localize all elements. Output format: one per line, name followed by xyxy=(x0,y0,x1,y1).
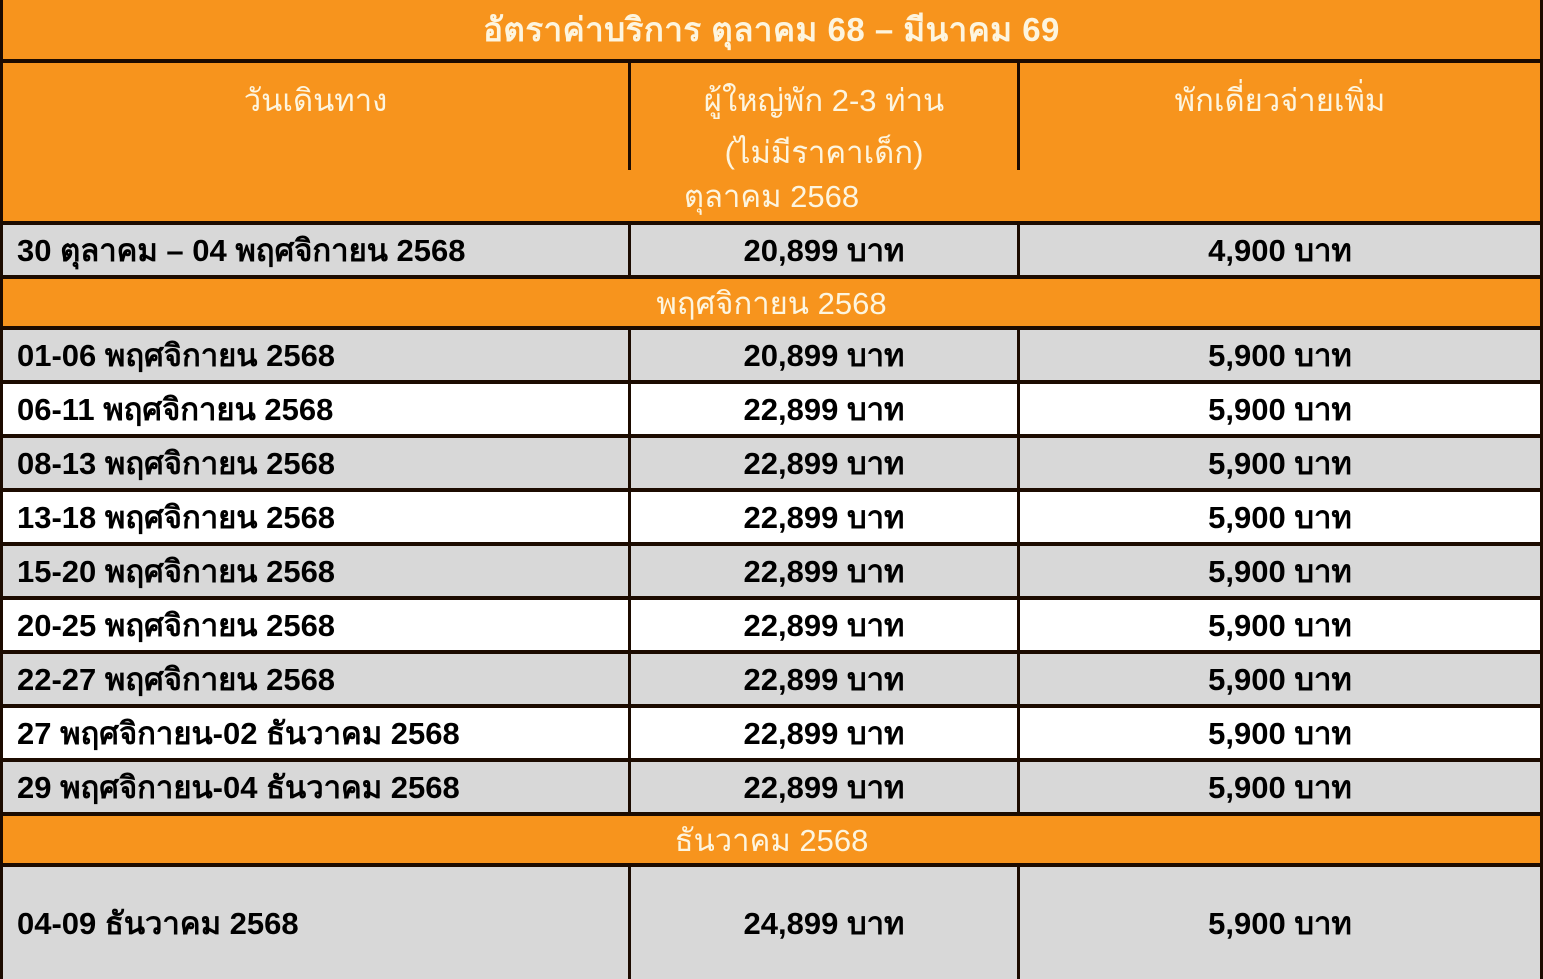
travel-date-cell: 04-09 ธันวาคม 2568 xyxy=(17,906,299,941)
table-row: 29 พฤศจิกายน-04 ธันวาคม 2568 22,899 บาท 5,… xyxy=(3,758,1540,812)
single-extra-cell: 5,900 บาท xyxy=(1017,867,1540,979)
adult-price-header-line2: (ไม่มีราคาเด็ก) xyxy=(724,135,924,170)
column-header-travel-date: วันเดินทาง xyxy=(3,63,628,175)
travel-date-cell: 27 พฤศจิกายน-02 ธันวาคม 2568 xyxy=(17,716,460,751)
table-row: 13-18 พฤศจิกายน 2568 22,899 บาท 5,900 บาท xyxy=(3,488,1540,542)
single-extra-cell: 4,900 บาท xyxy=(1017,225,1540,275)
single-extra-cell: 5,900 บาท xyxy=(1017,330,1540,380)
single-extra-cell: 5,900 บาท xyxy=(1017,384,1540,434)
table-row: 06-11 พฤศจิกายน 2568 22,899 บาท 5,900 บาท xyxy=(3,380,1540,434)
adult-price-cell: 22,899 บาท xyxy=(628,762,1017,812)
adult-price-cell: 22,899 บาท xyxy=(628,438,1017,488)
adult-price-cell: 22,899 บาท xyxy=(628,546,1017,596)
travel-date-cell: 08-13 พฤศจิกายน 2568 xyxy=(17,446,336,481)
travel-date-cell: 29 พฤศจิกายน-04 ธันวาคม 2568 xyxy=(17,770,460,805)
table-row: 08-13 พฤศจิกายน 2568 22,899 บาท 5,900 บาท xyxy=(3,434,1540,488)
travel-date-cell: 06-11 พฤศจิกายน 2568 xyxy=(17,392,334,427)
table-row: 20-25 พฤศจิกายน 2568 22,899 บาท 5,900 บาท xyxy=(3,596,1540,650)
adult-price-cell: 22,899 บาท xyxy=(628,600,1017,650)
travel-date-cell: 13-18 พฤศจิกายน 2568 xyxy=(17,500,336,535)
single-extra-cell: 5,900 บาท xyxy=(1017,492,1540,542)
travel-date-cell: 30 ตุลาคม – 04 พฤศจิกายน 2568 xyxy=(17,233,466,268)
travel-date-cell: 20-25 พฤศจิกายน 2568 xyxy=(17,608,336,643)
table-title-text: อัตราค่าบริการ ตุลาคม 68 – มีนาคม 69 xyxy=(483,11,1060,48)
travel-date-cell: 01-06 พฤศจิกายน 2568 xyxy=(17,338,336,373)
table-row: 27 พฤศจิกายน-02 ธันวาคม 2568 22,899 บาท 5,… xyxy=(3,704,1540,758)
table-row: 15-20 พฤศจิกายน 2568 22,899 บาท 5,900 บาท xyxy=(3,542,1540,596)
single-extra-cell: 5,900 บาท xyxy=(1017,600,1540,650)
adult-price-cell: 22,899 บาท xyxy=(628,708,1017,758)
travel-date-header-label: วันเดินทาง xyxy=(243,83,388,118)
travel-date-cell: 22-27 พฤศจิกายน 2568 xyxy=(17,662,336,697)
single-extra-cell: 5,900 บาท xyxy=(1017,762,1540,812)
month-section-header: พฤศจิกายน 2568 xyxy=(3,275,1540,326)
month-section-header: ธันวาคม 2568 xyxy=(3,812,1540,863)
table-row: 04-09 ธันวาคม 2568 24,899 บาท 5,900 บาท xyxy=(3,863,1540,979)
adult-price-cell: 22,899 บาท xyxy=(628,654,1017,704)
adult-price-cell: 20,899 บาท xyxy=(628,330,1017,380)
table-title: อัตราค่าบริการ ตุลาคม 68 – มีนาคม 69 xyxy=(3,0,1540,59)
adult-price-cell: 22,899 บาท xyxy=(628,384,1017,434)
adult-price-header-line1: ผู้ใหญ่พัก 2-3 ท่าน xyxy=(703,83,945,118)
adult-price-cell: 24,899 บาท xyxy=(628,867,1017,979)
table-row: 30 ตุลาคม – 04 พฤศจิกายน 2568 20,899 บาท 4… xyxy=(3,221,1540,275)
column-header-row: วันเดินทาง ผู้ใหญ่พัก 2-3 ท่าน (ไม่มีราค… xyxy=(3,59,1540,175)
single-extra-cell: 5,900 บาท xyxy=(1017,708,1540,758)
column-header-single-extra: พักเดี่ยวจ่ายเพิ่ม xyxy=(1017,63,1540,175)
table-row: 01-06 พฤศจิกายน 2568 20,899 บาท 5,900 บาท xyxy=(3,326,1540,380)
single-extra-cell: 5,900 บาท xyxy=(1017,546,1540,596)
adult-price-cell: 20,899 บาท xyxy=(628,225,1017,275)
travel-date-cell: 15-20 พฤศจิกายน 2568 xyxy=(17,554,336,589)
table-row: 22-27 พฤศจิกายน 2568 22,899 บาท 5,900 บาท xyxy=(3,650,1540,704)
adult-price-cell: 22,899 บาท xyxy=(628,492,1017,542)
month-section-header: ตุลาคม 2568 xyxy=(3,170,1540,221)
column-header-adult-price: ผู้ใหญ่พัก 2-3 ท่าน (ไม่มีราคาเด็ก) xyxy=(628,63,1017,175)
single-extra-cell: 5,900 บาท xyxy=(1017,654,1540,704)
single-extra-header-label: พักเดี่ยวจ่ายเพิ่ม xyxy=(1174,83,1386,118)
single-extra-cell: 5,900 บาท xyxy=(1017,438,1540,488)
